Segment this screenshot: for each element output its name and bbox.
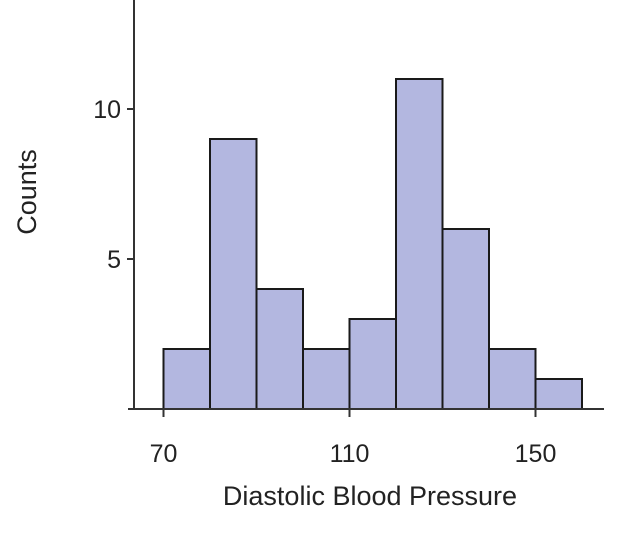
histogram-bar-80-90 [209, 138, 258, 410]
histogram-bar-130-140 [441, 228, 490, 410]
histogram-bar-150-160 [534, 378, 583, 410]
histogram-bar-90-100 [255, 288, 304, 410]
y-tick-label-10: 10 [93, 96, 121, 124]
x-axis-title: Diastolic Blood Pressure [223, 481, 517, 511]
histogram-bar-70-80 [162, 348, 211, 410]
y-tick-label-5: 5 [107, 246, 121, 274]
bars-group [162, 78, 583, 410]
histogram-bar-140-150 [488, 348, 537, 410]
histogram-bar-120-130 [395, 78, 444, 410]
x-tick-label-110: 110 [330, 440, 370, 468]
histogram-bar-100-110 [302, 348, 351, 410]
histogram-bar-110-120 [348, 318, 397, 410]
x-tick-label-70: 70 [150, 440, 178, 468]
y-ticks-group: 5 10 [93, 96, 134, 274]
y-axis-title: Counts [12, 149, 42, 235]
x-tick-label-150: 150 [515, 440, 557, 468]
x-ticks-group: 70 110 150 [150, 409, 557, 468]
